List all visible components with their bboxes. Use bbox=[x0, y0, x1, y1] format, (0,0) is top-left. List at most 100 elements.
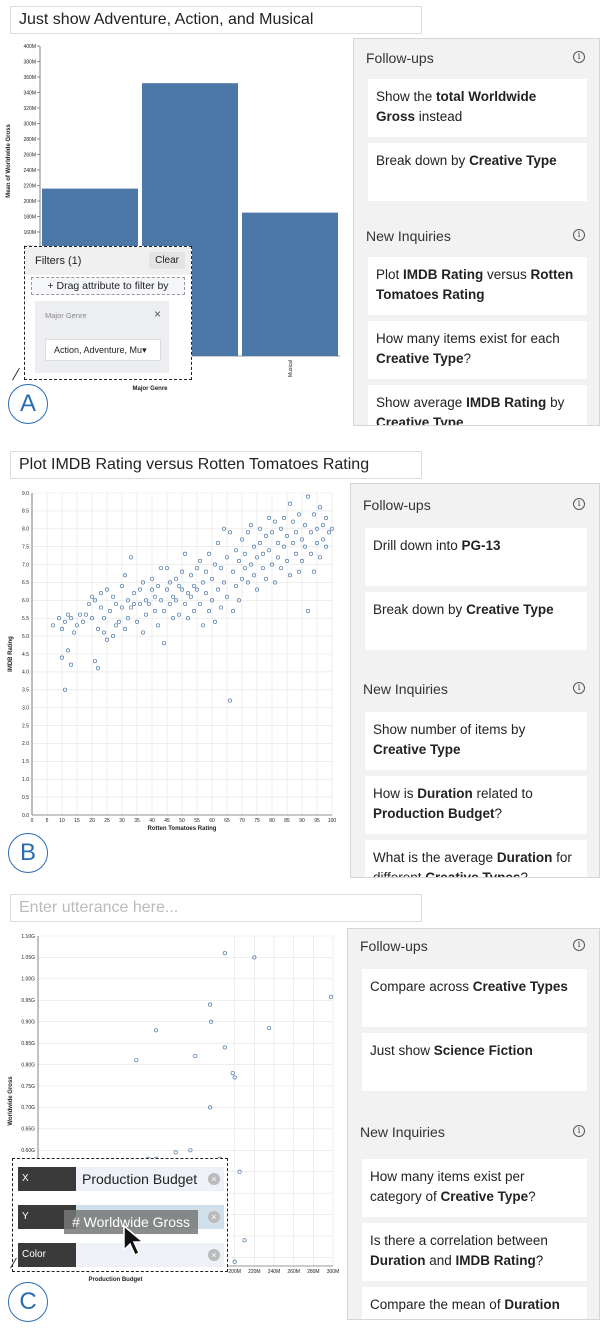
card-text: ? bbox=[528, 1189, 536, 1204]
y-tick-label: 3.0 bbox=[22, 705, 29, 711]
inquiry-card[interactable]: Is there a correlation between Duration … bbox=[362, 1223, 587, 1281]
data-point bbox=[173, 576, 179, 581]
panel-badge-b: B bbox=[8, 833, 48, 873]
remove-y-icon[interactable]: × bbox=[208, 1211, 220, 1223]
data-point bbox=[176, 612, 182, 617]
data-point bbox=[119, 583, 125, 589]
clear-filters-button[interactable]: Clear bbox=[149, 252, 185, 269]
data-point bbox=[314, 541, 320, 546]
data-point bbox=[80, 619, 86, 624]
card-field-name: IMDB Rating bbox=[466, 395, 547, 410]
y-tick-label: 0.70G bbox=[21, 1105, 35, 1111]
followup-card[interactable]: Drill down into PG-13 bbox=[365, 528, 587, 586]
info-icon[interactable]: i bbox=[573, 1125, 585, 1137]
card-field-name: Creative Types bbox=[425, 870, 521, 878]
data-point bbox=[230, 1071, 235, 1076]
data-point bbox=[200, 580, 206, 585]
data-point bbox=[92, 598, 98, 603]
data-point bbox=[143, 598, 149, 603]
filter-value-select[interactable]: Action, Adventure, Mu▾ bbox=[45, 339, 161, 361]
y-tick-label: 1.05G bbox=[21, 955, 35, 961]
data-point bbox=[257, 526, 263, 531]
encoding-color-field[interactable] bbox=[76, 1243, 224, 1267]
data-point bbox=[65, 612, 71, 617]
x-axis-title: Major Genre bbox=[132, 386, 168, 392]
followups-title: Follow-ups bbox=[363, 497, 431, 513]
data-point bbox=[218, 566, 224, 571]
inquiry-card[interactable]: Compare the mean of Duration across Crea… bbox=[362, 1287, 587, 1319]
remove-x-icon[interactable]: × bbox=[208, 1173, 220, 1185]
followup-card[interactable]: Break down by Creative Type bbox=[368, 143, 587, 201]
data-point bbox=[197, 601, 203, 606]
info-icon[interactable]: i bbox=[573, 498, 585, 510]
card-text: Plot bbox=[376, 267, 404, 282]
card-field-name: Creative Type bbox=[469, 153, 557, 168]
info-icon[interactable]: i bbox=[573, 51, 585, 63]
encoding-x-field[interactable]: Production Budget bbox=[76, 1167, 224, 1191]
remove-filter-icon[interactable]: × bbox=[153, 307, 161, 321]
x-tick-label: 30 bbox=[119, 818, 125, 824]
data-point bbox=[275, 541, 281, 546]
inquiry-card[interactable]: What is the average Duration for differe… bbox=[365, 840, 587, 878]
data-point bbox=[110, 594, 116, 599]
inquiry-card[interactable]: Show average IMDB Rating by Creative Typ… bbox=[368, 385, 587, 425]
utterance-input[interactable] bbox=[10, 894, 422, 922]
remove-color-icon[interactable]: × bbox=[208, 1249, 220, 1261]
data-point bbox=[98, 605, 104, 610]
inquiry-card[interactable]: How many items exist per category of Cre… bbox=[362, 1159, 587, 1217]
drag-filter-dropzone[interactable]: + Drag attribute to filter by bbox=[31, 277, 185, 295]
y-tick-label: 0.0 bbox=[22, 813, 29, 819]
panel-c: 0.35G0.40G0.45G0.50G0.55G0.60G0.65G0.70G… bbox=[0, 890, 608, 1330]
y-tick-label: 0.75G bbox=[21, 1084, 35, 1090]
data-point bbox=[185, 591, 191, 596]
utterance-input[interactable] bbox=[10, 6, 422, 34]
card-text: What is the average bbox=[373, 850, 497, 865]
followups-title: Follow-ups bbox=[360, 938, 428, 954]
info-icon[interactable]: i bbox=[573, 939, 585, 951]
x-tick-label: 5 bbox=[46, 818, 49, 824]
panel-badge-c: C bbox=[8, 1282, 48, 1322]
data-point bbox=[155, 623, 161, 628]
x-tick-label: 70 bbox=[239, 818, 245, 824]
data-point bbox=[143, 612, 149, 617]
info-icon[interactable]: i bbox=[573, 682, 585, 694]
data-point bbox=[164, 587, 170, 592]
x-tick-label: 15 bbox=[74, 818, 80, 824]
data-point bbox=[176, 583, 182, 589]
data-point bbox=[173, 598, 179, 603]
data-point bbox=[89, 616, 95, 621]
data-point bbox=[296, 512, 302, 517]
inquiry-card[interactable]: How is Duration related to Production Bu… bbox=[365, 776, 587, 834]
inquiry-card[interactable]: Plot IMDB Rating versus Rotten Tomatoes … bbox=[368, 257, 587, 315]
data-point bbox=[328, 994, 334, 999]
data-point bbox=[167, 580, 173, 585]
info-icon[interactable]: i bbox=[573, 229, 585, 241]
y-tick-label: 1.10G bbox=[21, 934, 35, 940]
encoding-color-label: Color bbox=[18, 1243, 76, 1267]
followup-card[interactable]: Show the total Worldwide Gross instead bbox=[368, 79, 587, 137]
data-point bbox=[170, 594, 176, 599]
new-inquiries-header: New Inquiries i bbox=[354, 225, 599, 247]
card-field-name: Science Fiction bbox=[433, 1043, 533, 1058]
x-tick-label: 300M bbox=[327, 1269, 340, 1275]
data-point bbox=[308, 530, 314, 535]
inquiry-card[interactable]: How many items exist for each Creative T… bbox=[368, 321, 587, 379]
inquiry-card[interactable]: Show number of items by Creative Type bbox=[365, 712, 587, 770]
followup-card[interactable]: Compare across Creative Types bbox=[362, 969, 587, 1027]
y-tick-label: 160M bbox=[23, 230, 36, 236]
y-tick-label: 1.5 bbox=[22, 759, 29, 765]
followup-card[interactable]: Break down by Creative Type bbox=[365, 592, 587, 650]
filter-title: Filters (1) bbox=[35, 255, 82, 267]
encoding-x-label: X bbox=[18, 1167, 76, 1191]
data-point bbox=[224, 555, 230, 560]
utterance-input[interactable] bbox=[10, 451, 422, 479]
data-point bbox=[242, 566, 248, 571]
x-tick-label: 90 bbox=[299, 818, 305, 824]
data-point bbox=[299, 537, 305, 542]
data-point bbox=[284, 533, 290, 538]
data-point bbox=[104, 587, 110, 592]
data-point bbox=[71, 630, 77, 635]
dragged-field-chip[interactable]: # Worldwide Gross bbox=[64, 1210, 199, 1234]
followup-card[interactable]: Just show Science Fiction bbox=[362, 1033, 587, 1091]
data-point bbox=[149, 587, 155, 592]
